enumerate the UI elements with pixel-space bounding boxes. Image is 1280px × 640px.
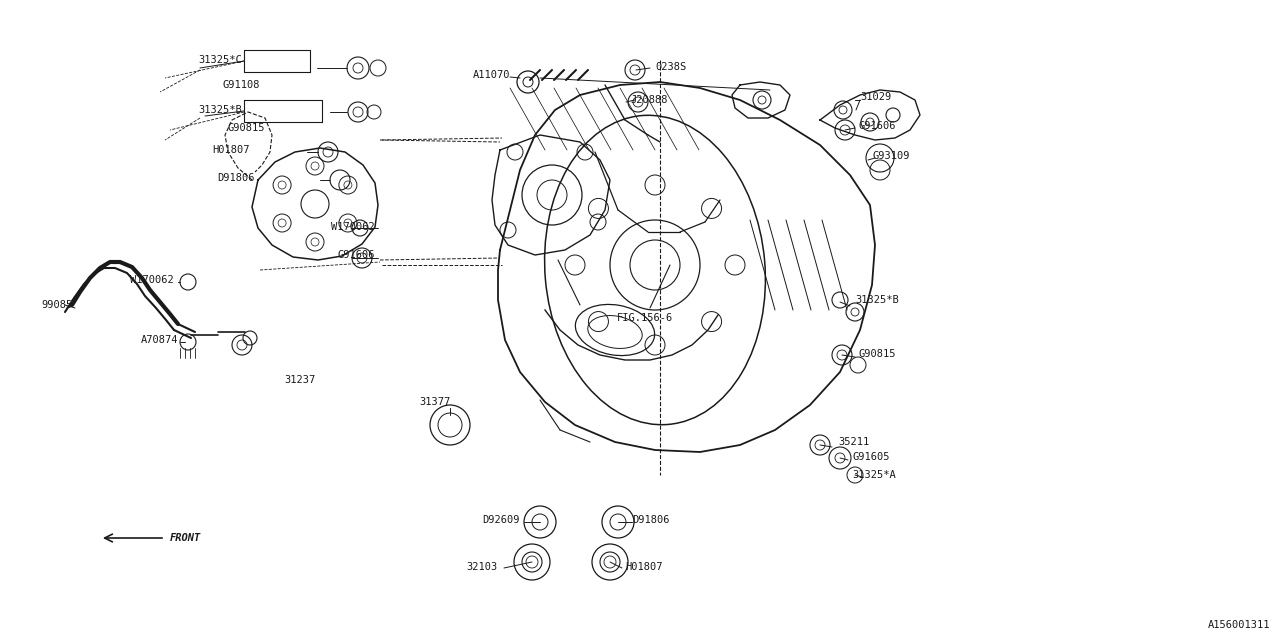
Text: G91605: G91605 [852,452,890,462]
Text: 31237: 31237 [284,375,316,385]
Text: 31325*C: 31325*C [198,55,242,65]
Text: 0238S: 0238S [655,62,686,72]
Text: H01807: H01807 [212,145,250,155]
Text: A11070: A11070 [472,70,509,80]
Text: 32103: 32103 [467,562,498,572]
Text: G90815: G90815 [858,349,896,359]
Text: 31325*A: 31325*A [852,470,896,480]
Text: 35211: 35211 [838,437,869,447]
Text: D91806: D91806 [632,515,669,525]
Text: 31377: 31377 [420,397,451,407]
Text: D91806: D91806 [218,173,255,183]
Text: W170062: W170062 [131,275,174,285]
Text: FRONT: FRONT [170,533,201,543]
Text: G91108: G91108 [223,80,260,90]
Text: A156001311: A156001311 [1207,620,1270,630]
Text: D92609: D92609 [483,515,520,525]
Text: G91606: G91606 [338,250,375,260]
Text: G93109: G93109 [872,151,910,161]
Text: FIG.156-6: FIG.156-6 [617,313,673,323]
Text: W170062: W170062 [332,222,375,232]
Text: 31325*B: 31325*B [855,295,899,305]
Text: 31029: 31029 [860,92,891,102]
Text: J20888: J20888 [630,95,667,105]
Text: H01807: H01807 [625,562,663,572]
Text: G90815: G90815 [228,123,265,133]
Text: G91606: G91606 [858,121,896,131]
Text: A70874: A70874 [141,335,178,345]
Text: 31325*B: 31325*B [198,105,242,115]
Text: 99085: 99085 [42,300,73,310]
